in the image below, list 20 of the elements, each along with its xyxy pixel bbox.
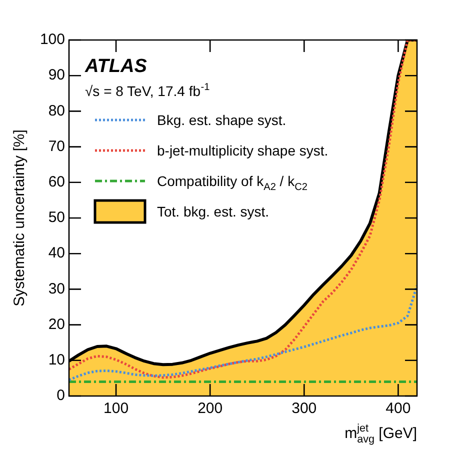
y-tick-label: 50 xyxy=(48,209,65,226)
y-tick-label: 80 xyxy=(48,102,65,120)
y-tick-label: 20 xyxy=(48,316,65,333)
y-tick-label: 60 xyxy=(48,174,65,191)
y-tick-label: 10 xyxy=(48,352,65,369)
x-tick-label: 200 xyxy=(198,400,223,418)
y-tick-label: 90 xyxy=(48,66,65,84)
x-tick-label: 300 xyxy=(292,400,317,418)
y-tick-label: 30 xyxy=(48,280,65,298)
legend-label: b-jet-multiplicity shape syst. xyxy=(157,142,328,158)
y-tick-label: 70 xyxy=(48,138,65,155)
y-tick-label: 100 xyxy=(40,31,65,48)
x-tick-label: 400 xyxy=(386,400,411,418)
y-tick-label: 40 xyxy=(48,244,65,262)
y-tick-label: 0 xyxy=(56,387,65,404)
legend-label: Tot. bkg. est. syst. xyxy=(157,204,270,220)
text: ATLAS xyxy=(84,56,148,77)
x-tick-label: 100 xyxy=(104,400,129,418)
y-axis-title: Systematic uncertainty [%] xyxy=(11,130,28,306)
legend-label: Bkg. est. shape syst. xyxy=(157,112,286,128)
